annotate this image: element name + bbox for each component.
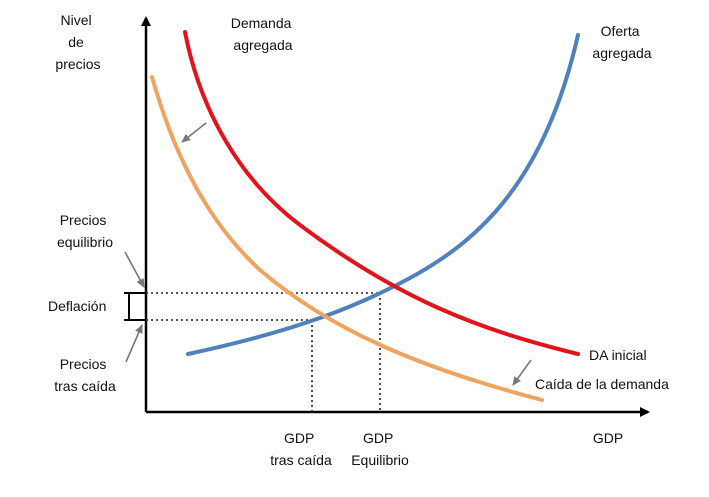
fallen-price-pointer — [125, 324, 143, 363]
price-after-fall-label: Precios tras caída — [54, 356, 116, 394]
demand-title: Demanda agregada — [231, 15, 296, 53]
gdp-equilibrium-label: GDP Equilibrio — [351, 430, 409, 468]
aggregate-supply-curve — [186, 33, 580, 356]
initial-demand-curve — [183, 30, 580, 356]
equilibrium-price-pointer — [124, 251, 145, 288]
gdp-after-fall-label: GDP tras caída — [270, 430, 332, 468]
demand-shift-arrow-top — [181, 122, 207, 143]
demand-shift-arrow-bottom — [512, 359, 532, 386]
demand-fall-label: Caída de la demanda — [535, 376, 669, 392]
demand-initial-label: DA inicial — [589, 347, 647, 363]
deflation-bracket — [124, 292, 146, 321]
y-axis-label: Nivel de precios — [55, 12, 100, 72]
x-axis-label: GDP — [593, 430, 623, 446]
deflation-label: Deflación — [48, 298, 106, 314]
supply-title: Oferta agregada — [592, 23, 651, 61]
price-equilibrium-label: Precios equilibrio — [57, 212, 113, 250]
fallen-demand-curve — [150, 75, 544, 402]
